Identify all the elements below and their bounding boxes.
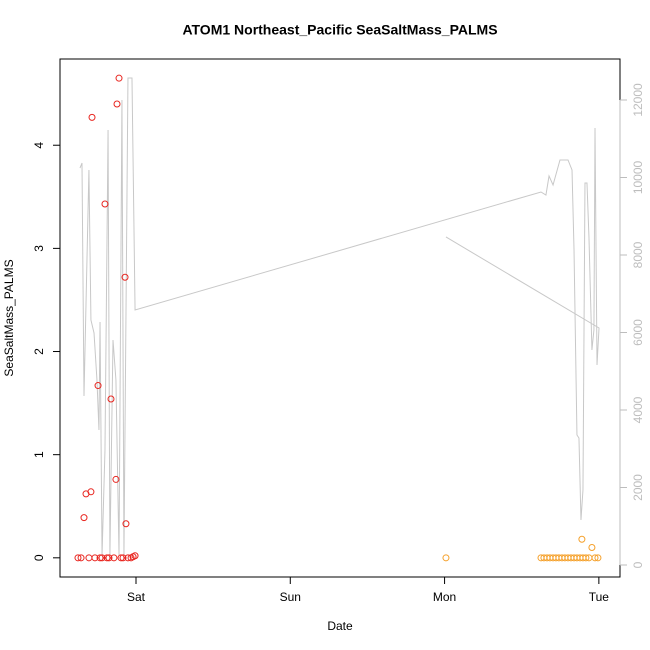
- point: [442, 554, 450, 562]
- point: [582, 554, 590, 562]
- point: [94, 382, 102, 390]
- y2-tick-label: 6000: [631, 319, 645, 346]
- point: [107, 395, 115, 403]
- point: [131, 552, 139, 560]
- point: [117, 554, 125, 562]
- point: [112, 475, 120, 483]
- point: [101, 200, 109, 208]
- y-axis-label: SeaSaltMass_PALMS: [2, 259, 16, 376]
- y2-tick-label: 0: [631, 561, 645, 568]
- y2-tick-label: 4000: [631, 396, 645, 423]
- y-tick-label: 0: [32, 554, 46, 561]
- point: [88, 113, 96, 121]
- y2-tick-label: 12000: [631, 83, 645, 117]
- point: [105, 554, 113, 562]
- y2-tick-label: 2000: [631, 474, 645, 501]
- point: [77, 554, 85, 562]
- point: [591, 554, 599, 562]
- point: [578, 535, 586, 543]
- point: [98, 554, 106, 562]
- y2-tick-label: 8000: [631, 241, 645, 268]
- x-axis-label: Date: [327, 619, 353, 633]
- point: [113, 100, 121, 108]
- point: [122, 520, 130, 528]
- point: [91, 554, 99, 562]
- y-tick-label: 2: [32, 348, 46, 355]
- point: [124, 554, 132, 562]
- point: [103, 554, 111, 562]
- plot-frame: [59, 58, 621, 578]
- y2-tick-label: 10000: [631, 160, 645, 194]
- point: [74, 554, 82, 562]
- x-tick-label: Tue: [589, 590, 610, 604]
- point: [594, 554, 602, 562]
- y-tick-label: 3: [32, 245, 46, 252]
- x-tick-label: Sun: [280, 590, 301, 604]
- point: [121, 273, 129, 281]
- x-tick-label: Mon: [433, 590, 456, 604]
- point: [85, 554, 93, 562]
- chart-title: ATOM1 Northeast_Pacific SeaSaltMass_PALM…: [182, 22, 497, 38]
- point: [119, 554, 127, 562]
- point: [110, 554, 118, 562]
- point: [96, 554, 104, 562]
- point: [87, 488, 95, 496]
- point: [115, 74, 123, 82]
- x-tick-label: Sat: [127, 590, 146, 604]
- point: [80, 514, 88, 522]
- y-tick-label: 1: [32, 451, 46, 458]
- point: [588, 544, 596, 552]
- y-tick-label: 4: [32, 142, 46, 149]
- line: [79, 77, 600, 556]
